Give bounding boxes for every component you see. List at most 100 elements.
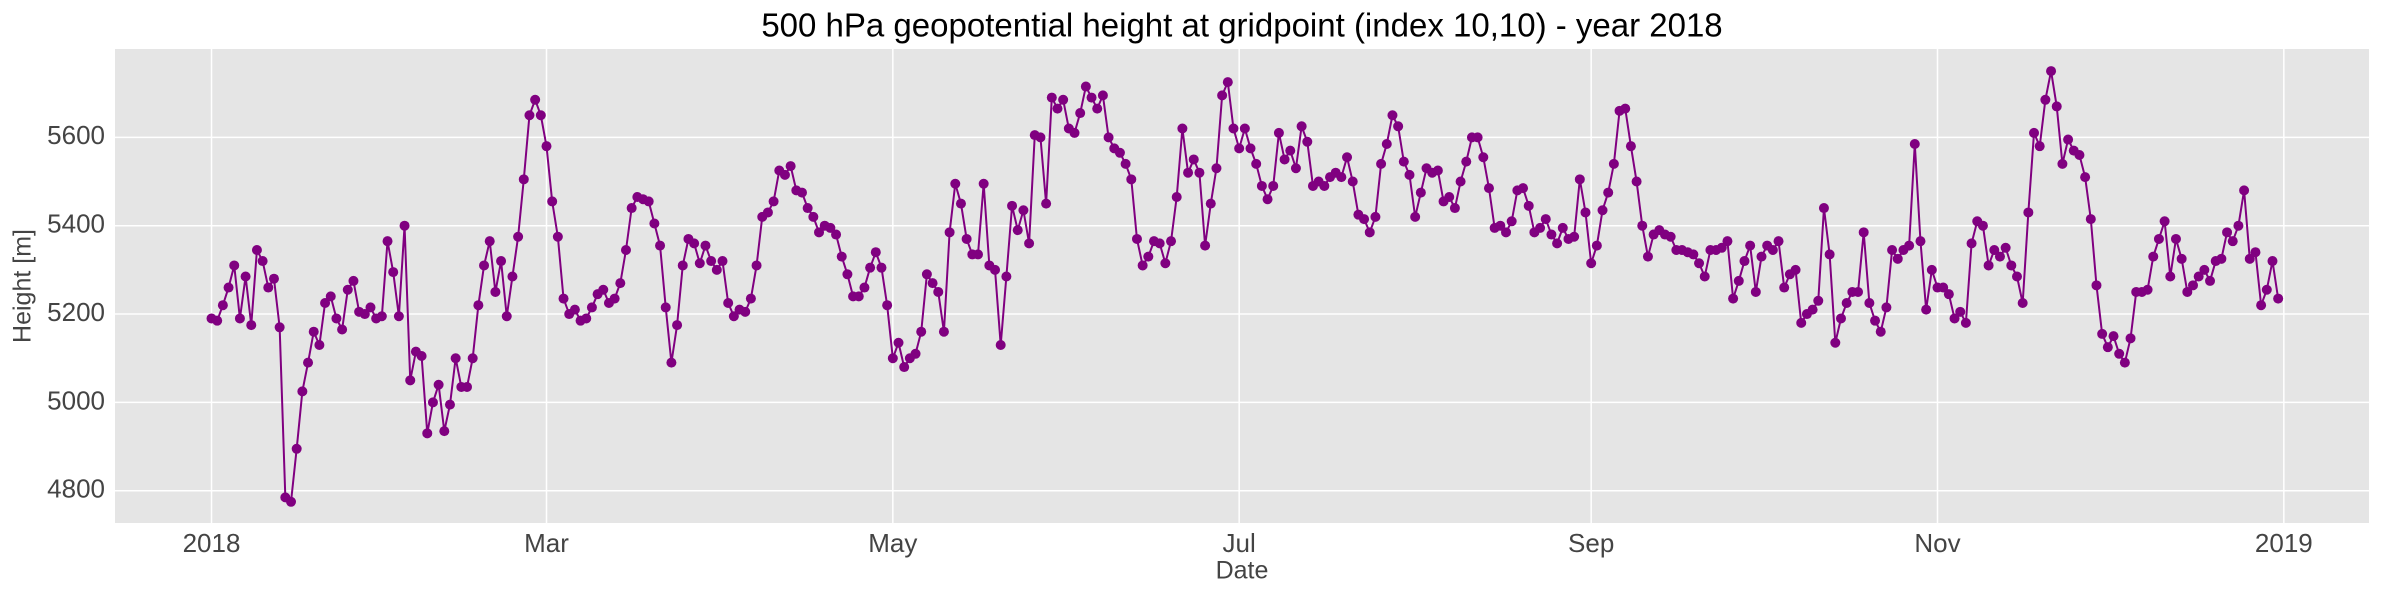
data-point [1234,143,1245,154]
data-point [859,282,870,293]
y-tick-label: 5400 [47,209,105,239]
data-point [1347,176,1358,187]
data-point [2216,253,2227,264]
y-tick-label: 4800 [47,474,105,504]
data-point [308,326,319,337]
data-point [490,286,501,297]
data-point [337,324,348,335]
data-point [1052,103,1063,114]
data-point [1540,214,1551,225]
data-point [1779,282,1790,293]
data-point [405,375,416,386]
data-point [1296,121,1307,132]
data-point [1904,240,1915,251]
data-point [2273,293,2284,304]
data-point [1569,231,1580,242]
data-point [2267,256,2278,267]
data-point [1290,163,1301,174]
data-point [689,238,700,249]
x-tick-label: Nov [1914,528,1960,558]
data-point [2227,236,2238,247]
data-point [1154,238,1165,249]
data-point [1171,191,1182,202]
data-point [1092,103,1103,114]
data-point [1750,286,1761,297]
data-point [1938,282,1949,293]
data-point [552,231,563,242]
data-point [1966,238,1977,249]
data-point [1586,258,1597,269]
data-point [1699,271,1710,282]
data-point [291,443,302,454]
y-tick-label: 5200 [47,297,105,327]
data-point [1887,244,1898,255]
data-point [666,357,677,368]
data-point [672,320,683,331]
data-point [1455,176,1466,187]
data-point [1921,304,1932,315]
data-point [2165,271,2176,282]
data-point [1046,92,1057,103]
data-point [598,284,609,295]
data-point [303,357,314,368]
data-point [1188,154,1199,165]
data-point [2011,271,2022,282]
data-point [427,397,438,408]
data-point [501,311,512,322]
data-point [1245,143,1256,154]
data-point [229,260,240,271]
data-point [1200,240,1211,251]
data-point [978,178,989,189]
data-point [921,269,932,280]
data-point [762,207,773,218]
data-point [740,306,751,317]
data-point [1915,236,1926,247]
data-point [1404,169,1415,180]
data-point [1983,260,1994,271]
data-point [1058,94,1069,105]
data-point [2119,357,2130,368]
data-point [950,178,961,189]
data-point [1222,77,1233,88]
data-point [887,353,898,364]
data-point [1518,183,1529,194]
data-point [1949,313,1960,324]
data-point [1444,191,1455,202]
data-point [1041,198,1052,209]
data-point [1478,152,1489,163]
data-point [535,110,546,121]
data-point [473,300,484,311]
x-tick-label: Jul [1223,528,1256,558]
data-point [2006,260,2017,271]
data-point [1818,203,1829,214]
data-point [314,339,325,350]
data-point [2244,253,2255,264]
data-point [2261,284,2272,295]
data-point [660,302,671,313]
data-point [1472,132,1483,143]
data-point [1722,236,1733,247]
data-point [1194,167,1205,178]
data-point [990,264,1001,275]
data-point [1994,251,2005,262]
data-point [1864,298,1875,309]
data-point [649,218,660,229]
data-point [1415,187,1426,198]
data-point [1251,158,1262,169]
data-point [1035,132,1046,143]
data-point [433,379,444,390]
data-point [2114,348,2125,359]
data-point [268,273,279,284]
data-point [1001,271,1012,282]
data-point [1597,205,1608,216]
data-point [893,337,904,348]
data-point [1637,220,1648,231]
data-point [802,203,813,214]
data-point [831,229,842,240]
data-point [1205,198,1216,209]
data-point [246,320,257,331]
data-point [643,196,654,207]
data-point [263,282,274,293]
data-point [2222,227,2233,238]
data-point [1239,123,1250,134]
